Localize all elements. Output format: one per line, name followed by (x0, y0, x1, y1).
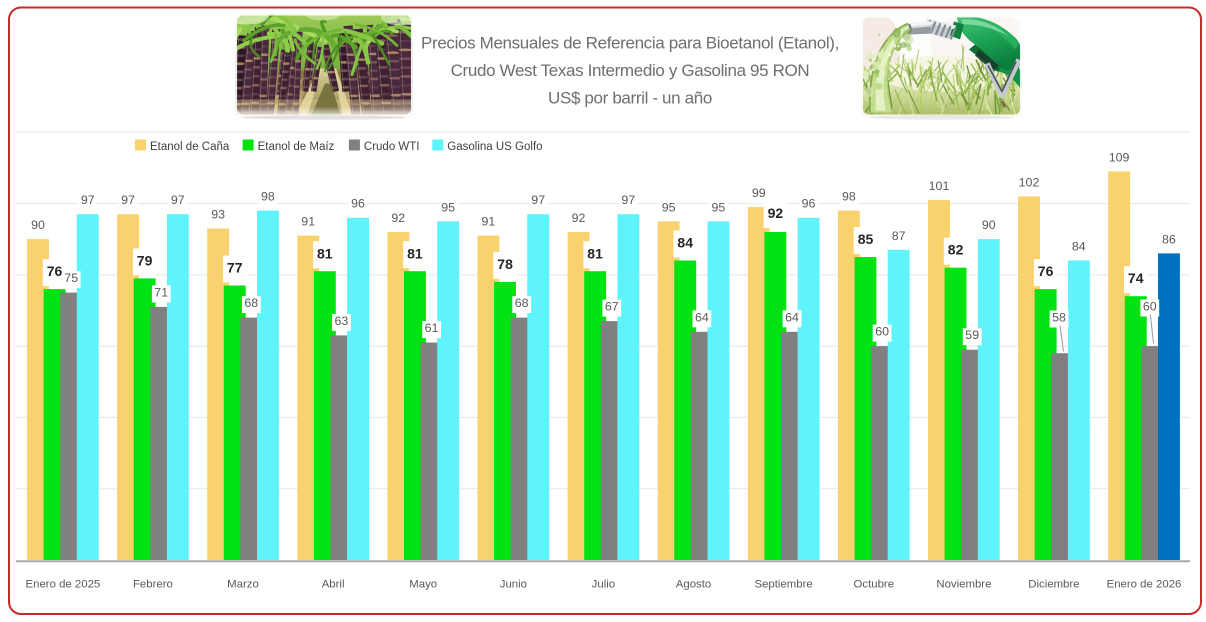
svg-text:64: 64 (785, 310, 799, 324)
svg-text:97: 97 (81, 193, 95, 207)
svg-text:84: 84 (1072, 240, 1086, 254)
svg-text:109: 109 (1109, 150, 1130, 164)
svg-text:97: 97 (171, 193, 185, 207)
svg-text:92: 92 (572, 211, 586, 225)
svg-text:85: 85 (858, 231, 874, 247)
svg-text:Enero de 2025: Enero de 2025 (26, 579, 101, 591)
svg-text:Precios Mensuales de Referenci: Precios Mensuales de Referencia para Bio… (421, 34, 839, 53)
svg-text:86: 86 (1162, 232, 1176, 246)
svg-text:Gasolina US Golfo: Gasolina US Golfo (447, 141, 542, 153)
svg-text:76: 76 (47, 263, 63, 279)
svg-text:71: 71 (154, 285, 168, 299)
svg-text:58: 58 (1052, 311, 1066, 325)
svg-text:Mayo: Mayo (409, 579, 437, 591)
svg-text:US$ por barril - un año: US$ por barril - un año (548, 89, 712, 108)
svg-text:75: 75 (64, 271, 78, 285)
svg-text:91: 91 (482, 215, 496, 229)
svg-text:74: 74 (1128, 270, 1144, 286)
svg-text:Septiembre: Septiembre (754, 579, 812, 591)
svg-text:Julio: Julio (592, 579, 615, 591)
svg-text:59: 59 (965, 328, 979, 342)
svg-text:76: 76 (1038, 263, 1054, 279)
svg-text:97: 97 (621, 193, 635, 207)
svg-text:97: 97 (531, 193, 545, 207)
svg-text:96: 96 (802, 197, 816, 211)
svg-text:68: 68 (515, 296, 529, 310)
svg-text:102: 102 (1019, 175, 1040, 189)
svg-text:64: 64 (695, 310, 709, 324)
svg-text:Octubre: Octubre (854, 579, 895, 591)
svg-text:99: 99 (752, 186, 766, 200)
svg-text:84: 84 (677, 235, 693, 251)
svg-text:95: 95 (662, 200, 676, 214)
svg-text:60: 60 (875, 325, 889, 339)
svg-text:68: 68 (244, 296, 258, 310)
svg-text:98: 98 (842, 190, 856, 204)
svg-text:90: 90 (31, 218, 45, 232)
svg-text:95: 95 (712, 200, 726, 214)
svg-text:92: 92 (768, 205, 784, 221)
svg-text:82: 82 (948, 242, 964, 258)
svg-text:Abril: Abril (322, 579, 345, 591)
svg-text:Agosto: Agosto (676, 579, 711, 591)
svg-text:81: 81 (587, 245, 603, 261)
svg-text:Etanol de Caña: Etanol de Caña (150, 141, 230, 153)
svg-text:77: 77 (227, 260, 243, 276)
svg-text:Diciembre: Diciembre (1028, 579, 1079, 591)
svg-text:Junio: Junio (500, 579, 527, 591)
svg-text:60: 60 (1143, 300, 1157, 314)
svg-text:61: 61 (425, 321, 439, 335)
svg-text:78: 78 (497, 256, 513, 272)
svg-text:93: 93 (211, 207, 225, 221)
svg-text:Noviembre: Noviembre (936, 579, 991, 591)
svg-text:Febrero: Febrero (133, 579, 173, 591)
svg-text:97: 97 (121, 193, 135, 207)
svg-text:79: 79 (137, 252, 153, 268)
svg-text:95: 95 (441, 200, 455, 214)
svg-text:81: 81 (407, 245, 423, 261)
svg-text:Crudo West Texas Intermedio y: Crudo West Texas Intermedio y Gasolina 9… (451, 61, 810, 80)
svg-text:81: 81 (317, 245, 333, 261)
svg-text:Marzo: Marzo (227, 579, 259, 591)
svg-text:63: 63 (335, 314, 349, 328)
svg-text:67: 67 (605, 300, 619, 314)
svg-text:Enero de 2026: Enero de 2026 (1107, 579, 1182, 591)
